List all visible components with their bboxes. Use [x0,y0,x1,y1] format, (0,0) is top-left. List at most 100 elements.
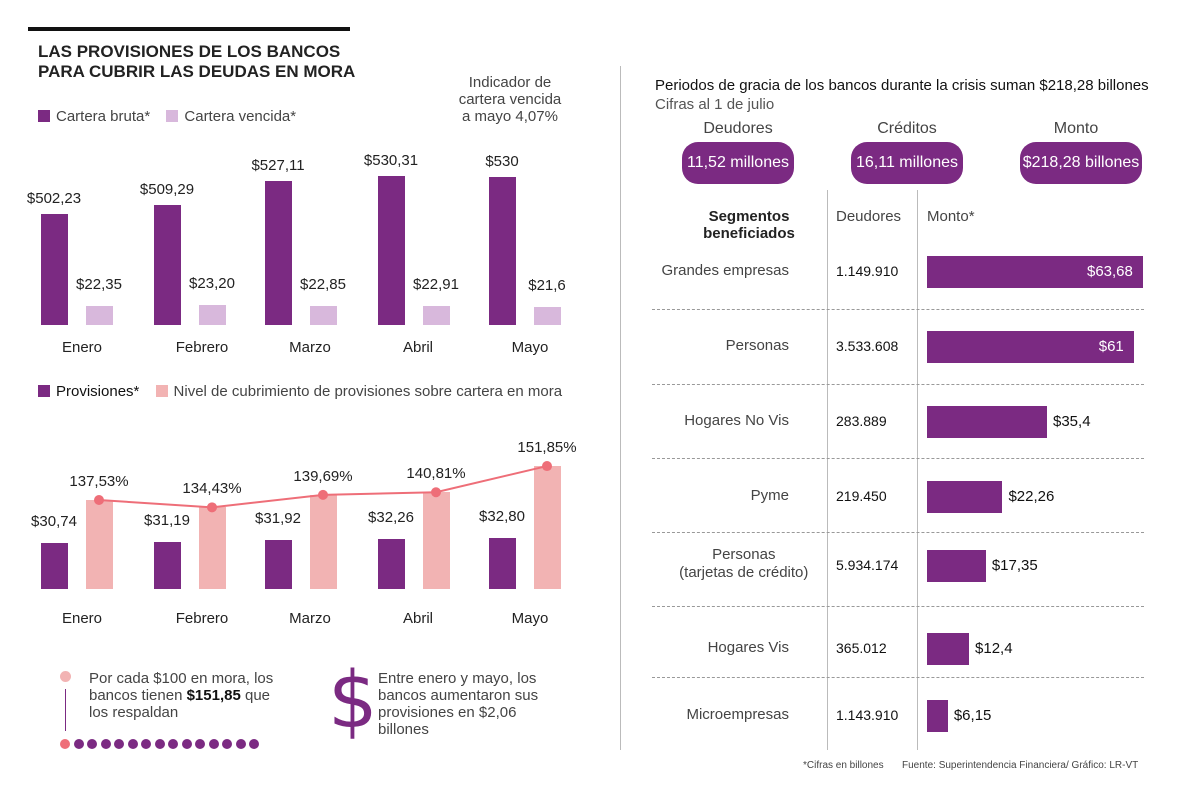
data-label: 137,53% [69,473,129,490]
right-subtitle: Cifras al 1 de julio [655,96,775,113]
bar-cubrimiento [86,500,113,589]
header-monto: Monto* [927,208,975,225]
segment-label: Personas (tarjetas de crédito) [679,546,809,581]
x-tick-label: Abril [402,610,434,627]
deudores-value: 219.450 [836,488,887,504]
summary-label: Monto [1053,120,1099,137]
deudores-value: 1.149.910 [836,263,899,279]
monto-label: $12,4 [975,640,1013,657]
data-label: $31,19 [144,511,190,529]
note-line: bancos tienen $151,85 que [89,687,273,704]
dots-row [60,739,259,749]
bar-monto [927,481,1003,513]
bar-provisiones [265,540,292,589]
row-separator [652,532,1144,533]
top-rule [28,27,350,31]
x-tick-label: Marzo [289,610,331,627]
bar-cartera-vencida [199,305,226,325]
coverage-point [318,489,328,500]
segment-label: Personas [725,337,789,354]
legend-label: Cartera vencida* [184,108,297,125]
right-title: Periodos de gracia de los bancos durante… [655,77,1149,94]
dot-icon [168,739,178,749]
x-tick-label: Mayo [511,339,549,356]
indicator: Indicador de cartera vencida a mayo 4,07… [459,74,562,125]
indicator-line: cartera vencida [458,91,562,108]
dot-icon [249,739,259,749]
note-connector [65,689,66,731]
header-deudores: Deudores [836,208,902,225]
data-label: $31,92 [255,510,301,528]
footer-source: Fuente: Superintendencia Financiera/ Grá… [902,760,1139,771]
data-label: $22,91 [413,275,459,293]
data-label: $30,74 [31,513,77,530]
data-label: $23,20 [189,275,235,293]
segment-label: Pyme [750,487,789,504]
summary-pill: 16,11 millones [851,142,963,184]
indicator-line: a mayo 4,07% [462,108,558,125]
data-label: $530 [485,152,519,170]
bar-cartera-vencida [86,306,113,325]
data-label: $32,80 [479,508,525,526]
row-separator [652,384,1144,385]
data-label: $32,26 [368,509,414,527]
data-label: $21,6 [528,276,566,294]
bar-monto [927,256,1143,288]
dot-icon [73,739,84,749]
x-tick-label: Febrero [175,610,229,627]
dot-icon [100,739,111,749]
column-divider [917,190,918,750]
row-separator [652,458,1144,459]
dot-icon [235,739,246,749]
title-line2: PARA CUBRIR LAS DEUDAS EN MORA [38,62,356,81]
bar-cartera-vencida [310,305,337,325]
note-line: los respaldan [89,704,179,721]
coverage-point [542,461,552,472]
x-tick-label: Marzo [289,339,331,356]
bar-provisiones [41,543,68,589]
dot-icon [127,739,138,749]
data-label: $527,11 [251,156,305,174]
legend-label: Nivel de cubrimiento de provisiones sobr… [173,383,563,400]
note-text: que [240,687,271,704]
bar-provisiones [489,538,516,589]
dot-icon [195,739,205,749]
monto-label: $63,68 [1086,263,1133,280]
indicator-line: Indicador de [468,74,552,91]
note-highlight: $151,85 [186,687,241,704]
data-label: $22,35 [76,276,122,293]
footer-note: *Cifras en billones [803,760,884,771]
segment-label: Hogares Vis [707,639,789,656]
bar-cubrimiento [534,466,561,589]
bar-monto [927,406,1047,438]
bar-cartera-bruta [378,176,405,325]
note-text: bancos tienen [89,687,187,704]
summary-pill: $218,28 billones [1020,142,1142,184]
bar-monto [927,633,970,665]
note-line: bancos aumentaron sus [378,687,539,704]
deudores-value: 5.934.174 [836,557,899,573]
coverage-point [431,487,441,498]
note-line: billones [378,721,429,738]
x-tick-label: Enero [61,339,103,356]
segment-label: Microempresas [686,706,789,723]
segment-label: Hogares No Vis [684,412,789,429]
note-increase: Entre enero y mayo, los bancos aumentaro… [378,670,538,738]
legend-label: Cartera bruta* [56,108,151,125]
monto-label: $22,26 [1008,488,1055,505]
bar-provisiones [378,539,405,589]
note-coverage: Por cada $100 en mora, los bancos tienen… [89,670,273,721]
x-tick-label: Mayo [511,610,549,627]
legend-swatch [166,110,179,122]
dot-icon [141,739,151,749]
bar-cartera-bruta [489,176,516,325]
summary-label: Deudores [703,120,773,137]
note-line: Entre enero y mayo, los [378,670,537,687]
bar-cubrimiento [199,507,226,589]
dot-icon [87,739,97,749]
bar-monto [927,700,948,732]
data-label: $22,85 [300,275,346,293]
bar-monto [927,331,1134,363]
legend-1: Cartera bruta* Cartera vencida* [38,108,296,125]
summary-pill: 11,52 millones [682,142,794,184]
